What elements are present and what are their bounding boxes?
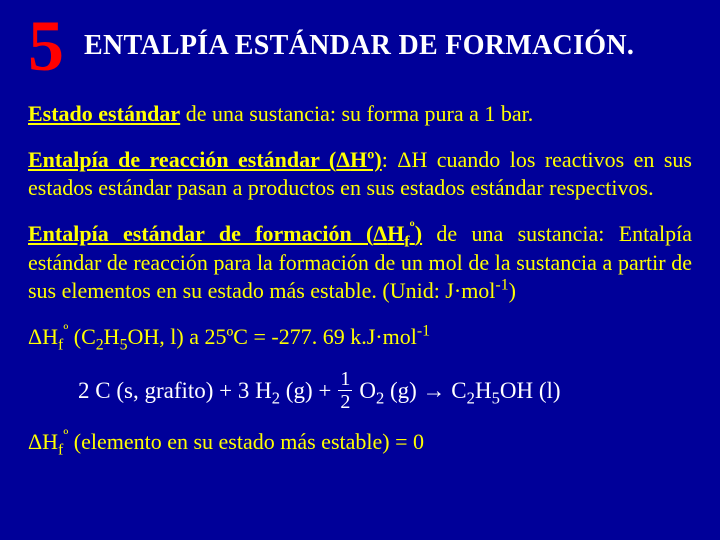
term-standard-state: Estado estándar — [28, 101, 180, 126]
slide-root: 5 ENTALPÍA ESTÁNDAR DE FORMACIÓN. Estado… — [0, 0, 720, 540]
text: de una sustancia: su forma pura a 1 bar. — [180, 101, 533, 126]
final-line: ΔHfº (elemento en su estado más estable)… — [28, 428, 692, 456]
slide-header: 5 ENTALPÍA ESTÁNDAR DE FORMACIÓN. — [28, 10, 692, 82]
fraction-half: 1 2 — [338, 369, 352, 412]
example-line: ΔHfº (C2H5OH, l) a 25ºC = -277. 69 k.J·m… — [28, 323, 692, 351]
paragraph-standard-reaction-enthalpy: Entalpía de reacción estándar (ΔHº): ΔH … — [28, 146, 692, 202]
section-number: 5 — [28, 10, 64, 82]
eq-text: 2 C (s, grafito) + 3 H2 (g) + — [78, 376, 331, 405]
paragraph-standard-state: Estado estándar de una sustancia: su for… — [28, 100, 692, 128]
eq-text: O2 (g) → C2H5OH (l) — [359, 376, 560, 405]
paragraph-standard-formation-enthalpy: Entalpía estándar de formación (ΔHfº) de… — [28, 220, 692, 304]
slide-title: ENTALPÍA ESTÁNDAR DE FORMACIÓN. — [84, 28, 634, 64]
term-std-formation-enthalpy: Entalpía estándar de formación (ΔHfº) — [28, 221, 422, 246]
term-std-rxn-enthalpy: Entalpía de reacción estándar (ΔHº) — [28, 147, 382, 172]
reaction-equation: 2 C (s, grafito) + 3 H2 (g) + 1 2 O2 (g)… — [78, 369, 692, 412]
